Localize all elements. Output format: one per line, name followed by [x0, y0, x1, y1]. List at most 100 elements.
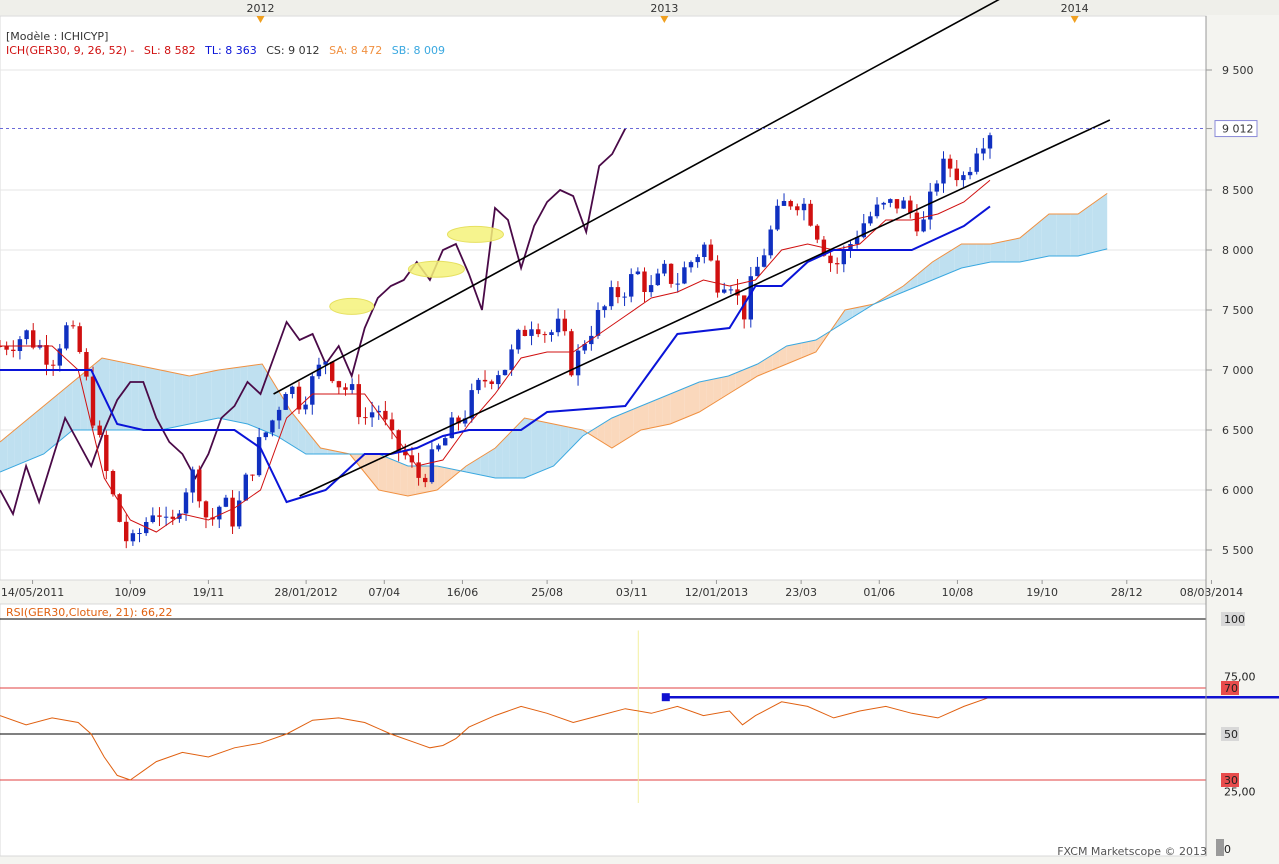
bull-candle: [861, 223, 866, 238]
bull-candle: [648, 285, 654, 293]
cloud-segment: [247, 365, 255, 427]
bull-candle: [349, 384, 355, 390]
cloud-segment: [728, 373, 736, 394]
bull-candle: [728, 289, 734, 291]
cloud-segment: [204, 371, 212, 421]
bull-candle: [695, 257, 700, 263]
cloud-segment: [72, 376, 81, 430]
cloud-segment: [58, 388, 66, 442]
senkou-span-b-line: [0, 248, 1108, 479]
cloud-segment: [852, 307, 860, 318]
x-tick-label: 03/11: [616, 586, 648, 599]
sa-label: SA: 8 472: [329, 44, 383, 57]
cloud-segment: [684, 385, 692, 418]
y-tick-label: 9 012: [1222, 123, 1254, 136]
tenkan-sen-line: [0, 179, 991, 533]
cloud-segment: [400, 463, 408, 496]
rsi-tick-label: 100: [1224, 613, 1245, 626]
ich-label: ICH(GER30, 9, 26, 52) -: [6, 44, 135, 57]
bull-candle: [476, 379, 481, 391]
bull-candle: [801, 203, 807, 211]
cloud-segment: [1092, 198, 1100, 253]
bull-candle: [57, 348, 62, 366]
cloud-segment: [444, 467, 452, 484]
footer-credit: FXCM Marketscope © 2013: [1057, 845, 1207, 858]
x-tick-label: 28/12: [1111, 586, 1143, 599]
cloud-segment: [262, 364, 270, 433]
bear-candle: [828, 255, 833, 264]
cloud-segment: [1049, 214, 1057, 256]
x-tick-label: 12/01/2013: [685, 586, 748, 599]
cloud-segment: [138, 365, 146, 430]
cloud-segment: [619, 412, 627, 444]
cloud-segment: [160, 370, 168, 430]
cloud-segment: [94, 358, 102, 430]
highlight-ellipse: [329, 297, 375, 315]
price-pane[interactable]: [0, 15, 1207, 581]
year-marker-icon: [660, 16, 669, 23]
bear-candle: [110, 471, 116, 495]
cloud-segment: [298, 421, 306, 454]
bull-candle: [722, 289, 727, 293]
bull-candle: [17, 339, 23, 351]
bull-candle: [874, 204, 880, 217]
bull-candle: [635, 271, 641, 275]
cloud-segment: [51, 394, 59, 448]
cs-label: CS: 9 012: [266, 44, 320, 57]
cloud-segment: [378, 454, 387, 492]
cloud-segment: [240, 366, 248, 424]
bull-candle: [223, 497, 229, 507]
cloud-segment: [131, 364, 139, 430]
bull-candle: [974, 153, 979, 172]
bear-candle: [90, 376, 96, 426]
rsi-pane[interactable]: [0, 603, 1207, 857]
cloud-segment: [590, 427, 598, 439]
bear-candle: [542, 334, 547, 336]
bear-candle: [642, 271, 647, 292]
cloud-segment: [495, 440, 503, 478]
bear-candle: [715, 260, 720, 293]
cloud-segment: [255, 364, 263, 430]
rsi-layer: [0, 618, 1279, 803]
bear-candle: [383, 410, 388, 420]
cloud-segment: [43, 400, 51, 454]
bull-candle: [775, 205, 780, 230]
bear-candle: [835, 263, 840, 265]
cloud-segment: [305, 430, 314, 454]
cloud-segment: [1027, 226, 1035, 261]
cloud-segment: [910, 274, 918, 289]
highlight-ellipse: [407, 260, 465, 278]
bear-candle: [815, 225, 820, 240]
cloud-segment: [968, 244, 977, 267]
bear-candle: [31, 330, 36, 348]
chikou-span-line: [0, 128, 627, 517]
bear-candle: [389, 419, 395, 431]
tl-label: TL: 8 363: [205, 44, 257, 57]
bear-candle: [742, 295, 747, 320]
bull-candle: [602, 306, 607, 311]
bear-candle: [416, 462, 421, 478]
bull-candle: [369, 412, 375, 418]
cloud-segment: [1005, 239, 1013, 262]
bull-candle: [981, 148, 986, 154]
bull-candle: [190, 469, 195, 493]
bull-candle: [662, 263, 667, 274]
bull-candle: [263, 432, 268, 438]
cloud-segment: [182, 374, 190, 426]
cloud-segment: [1041, 214, 1049, 258]
cloud-segment: [648, 400, 656, 429]
cloud-segment: [466, 461, 474, 474]
cloud-segment: [903, 280, 911, 292]
rsi-level-box: [1221, 612, 1245, 626]
year-strip: [0, 0, 1279, 15]
x-tick-label: 23/03: [785, 586, 817, 599]
cloud-segment: [1070, 214, 1079, 256]
bear-candle: [70, 325, 76, 327]
cloud-segment: [721, 376, 729, 399]
cloud-segment: [502, 433, 510, 478]
bull-candle: [961, 175, 966, 181]
bull-candle: [629, 274, 634, 297]
cloud-segment: [750, 364, 758, 381]
cloud-segment: [859, 305, 867, 313]
y-tick-label: 6 500: [1222, 424, 1254, 437]
